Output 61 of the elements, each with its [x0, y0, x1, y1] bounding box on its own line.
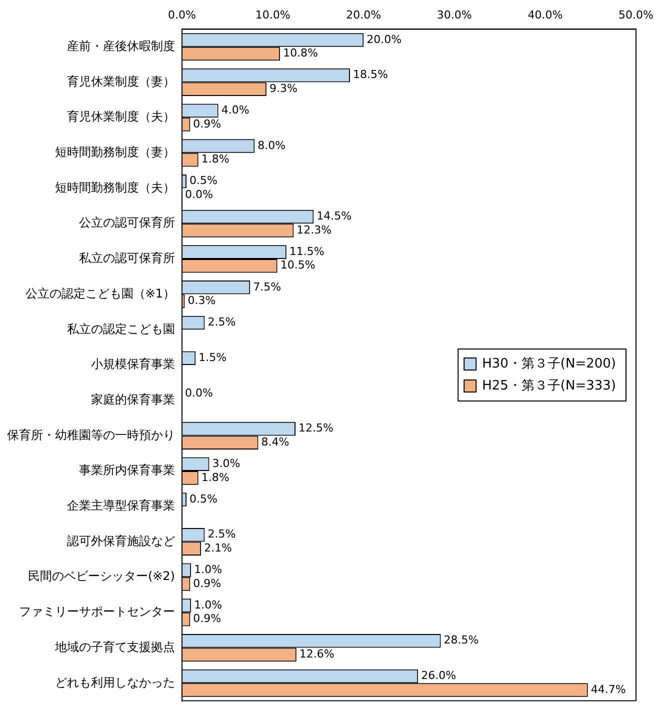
- data-label: 1.5%: [198, 350, 227, 364]
- data-label: 7.5%: [253, 280, 282, 294]
- data-label: 0.9%: [193, 117, 222, 130]
- y-tick-label: 企業主導型保育事業: [67, 498, 175, 513]
- y-tick-label: 公立の認可保育所: [79, 216, 175, 230]
- data-label: 12.5%: [298, 422, 334, 435]
- legend-label: H25・第３子(N=333): [482, 378, 616, 394]
- x-tick-label: 0.0%: [168, 8, 196, 22]
- data-label: 28.5%: [444, 634, 479, 647]
- data-label: 44.7%: [590, 682, 626, 696]
- data-label: 0.3%: [188, 294, 216, 308]
- data-label: 8.4%: [261, 435, 290, 448]
- data-label: 2.5%: [208, 528, 236, 541]
- y-tick-label: 地域の子育て支援拠点: [54, 640, 175, 654]
- x-tick-label: 50.0%: [618, 8, 654, 22]
- y-tick-label: 民間のベビーシッター(※2): [28, 569, 175, 584]
- x-tick-label: 10.0%: [255, 8, 290, 22]
- data-label: 0.9%: [193, 576, 222, 590]
- data-label: 0.5%: [190, 174, 218, 188]
- data-label: 0.9%: [193, 612, 222, 626]
- y-tick-label: ファミリーサポートセンター: [19, 604, 175, 619]
- y-tick-label: 産前・産後休暇制度: [67, 39, 175, 53]
- data-label: 12.6%: [299, 648, 334, 661]
- data-label: 9.3%: [269, 82, 298, 95]
- data-label: 2.1%: [204, 541, 232, 554]
- data-label: 0.0%: [185, 386, 213, 400]
- y-tick-label: 事業所内保育事業: [79, 463, 175, 478]
- y-tick-label: 家庭的保育事業: [91, 392, 175, 406]
- data-label: 1.0%: [194, 563, 222, 576]
- data-label: 26.0%: [421, 669, 456, 682]
- data-label: 0.5%: [190, 492, 218, 506]
- y-tick-label: どれも利用しなかった: [55, 675, 175, 690]
- y-tick-label: 短時間勤務制度（夫）: [55, 180, 175, 194]
- data-label: 10.5%: [280, 258, 316, 272]
- y-tick-label: 私立の認定こども園: [67, 322, 175, 336]
- x-tick-label: 30.0%: [436, 8, 472, 22]
- data-label: 0.0%: [185, 188, 213, 202]
- data-label: 11.5%: [289, 244, 324, 258]
- data-label: 12.3%: [296, 223, 332, 236]
- data-label: 18.5%: [352, 68, 388, 82]
- y-tick-label: 短時間勤務制度（妻）: [55, 145, 175, 160]
- data-label: 14.5%: [316, 210, 352, 223]
- data-label: 3.0%: [212, 457, 240, 470]
- data-label: 1.8%: [201, 152, 230, 166]
- x-tick-label: 40.0%: [528, 8, 563, 22]
- x-tick-label: 20.0%: [346, 8, 382, 22]
- data-label: 8.0%: [258, 138, 286, 152]
- y-tick-label: 保育所・幼稚園等の一時預かり: [7, 428, 175, 442]
- data-label: 10.8%: [283, 46, 318, 60]
- data-label: 20.0%: [366, 32, 402, 46]
- y-tick-label: 公立の認定こども園（※1）: [25, 286, 175, 300]
- y-tick-label: 育児休業制度（妻）: [67, 74, 175, 88]
- data-label: 1.8%: [201, 470, 230, 484]
- y-tick-label: 認可外保育施設など: [67, 534, 175, 548]
- legend-label: H30・第３子(N=200): [482, 356, 616, 372]
- data-label: 1.0%: [194, 598, 222, 612]
- y-tick-label: 小規模保育事業: [91, 357, 175, 372]
- data-label: 2.5%: [208, 316, 236, 329]
- data-label: 4.0%: [221, 104, 250, 117]
- y-tick-label: 育児休業制度（夫）: [67, 110, 175, 124]
- y-tick-label: 私立の認可保育所: [79, 251, 175, 266]
